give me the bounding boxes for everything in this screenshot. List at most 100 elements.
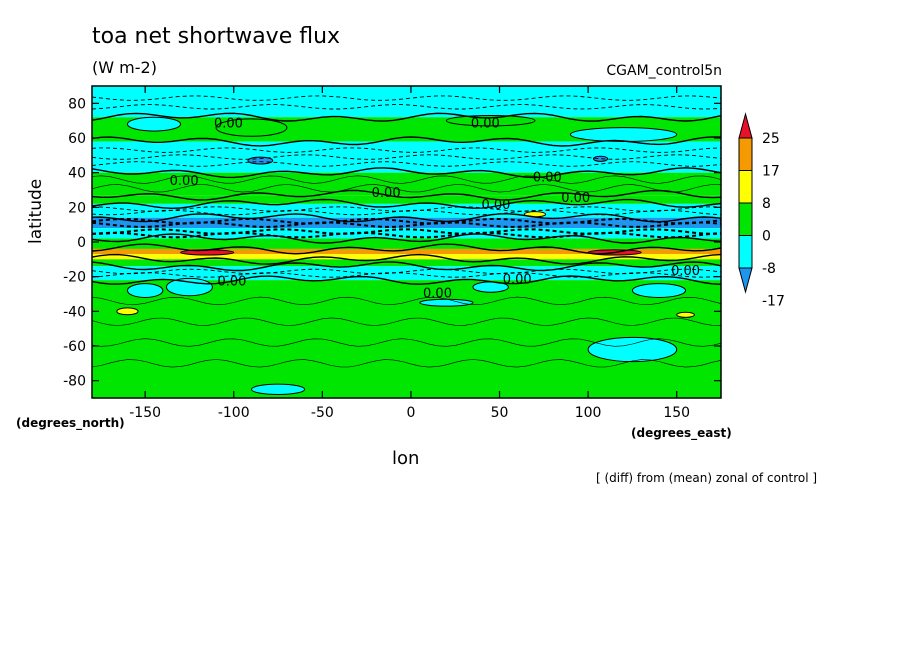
contour-thin-1 (92, 317, 721, 326)
colorbar-label-0: 25 (762, 131, 780, 147)
y-tick-label-8: 80 (68, 96, 86, 112)
contour-thin-5 (92, 175, 721, 184)
x-tick-label-0: -150 (129, 405, 161, 421)
y-tick-label-6: 40 (68, 166, 86, 182)
patch-15 (116, 307, 139, 316)
colorbar-box-1 (738, 137, 753, 171)
colorbar-label-5: -17 (762, 294, 785, 310)
patch-3 (569, 127, 678, 142)
x-tick-label-2: -50 (311, 405, 334, 421)
contour-label-4: 0.00 (533, 170, 562, 185)
colorbar-top-arrow (738, 112, 753, 139)
patch-9 (165, 277, 213, 297)
patch-1 (215, 118, 288, 137)
x-tick-label-1: -100 (218, 405, 250, 421)
contour-label-9: 0.00 (503, 273, 532, 288)
x-axis: -150 -100 -50 0 50 100 150 (129, 86, 690, 421)
x-tick-label-3: 0 (406, 405, 415, 421)
patch-14 (250, 383, 306, 396)
x-tick-label-5: 100 (575, 405, 602, 421)
contour-lines (92, 95, 721, 368)
contour-dashed-3 (92, 154, 721, 160)
contour-label-10: 0.00 (671, 264, 700, 279)
contour-label-2: 0.00 (170, 174, 199, 189)
chart-title: toa net shortwave flux (92, 24, 341, 49)
y-axis-units: (degrees_north) (16, 416, 125, 430)
colorbar-label-1: 17 (762, 164, 780, 180)
colorbar-box-3 (738, 202, 753, 236)
band-11 (92, 259, 721, 267)
patch-2 (445, 114, 536, 127)
contour-dashed-1 (92, 104, 721, 110)
contour-solid-0 (92, 112, 721, 122)
y-axis: -80 -60 -40 -20 0 20 40 60 80 (63, 96, 721, 390)
band-0 (92, 86, 721, 118)
run-label: CGAM_control5n (606, 63, 722, 79)
patch-10 (126, 283, 164, 298)
patch-0 (126, 116, 182, 132)
y-tick-label-3: -20 (63, 270, 86, 286)
x-tick-label-6: 150 (663, 405, 690, 421)
patch-5 (592, 155, 609, 162)
contour-solid-10 (92, 275, 721, 285)
contour-labels: 0.00 0.00 0.00 0.00 0.00 0.00 0.00 0.00 0.00 0.00… (170, 117, 700, 302)
field-fills (92, 86, 721, 398)
contour-dashed-12 (92, 272, 721, 278)
colorbar: 25 17 8 0 -8 -17 (738, 112, 785, 310)
band-7 (92, 228, 721, 239)
colorbar-box-2 (738, 170, 753, 204)
contour-dashed-0 (92, 95, 721, 101)
contour-thin-0 (92, 296, 721, 306)
contour-solid-7 (92, 243, 721, 255)
contour-dashed-10 (92, 231, 721, 239)
band-6 (92, 217, 721, 229)
band-3 (92, 172, 721, 196)
patch-16 (676, 311, 695, 318)
contour-label-6: 0.00 (482, 198, 511, 213)
y-tick-label-0: -80 (63, 374, 86, 390)
contour-dashed-4 (92, 161, 721, 167)
y-tick-label-5: 20 (68, 200, 86, 216)
x-axis-label: lon (392, 448, 420, 469)
colorbar-box-4 (738, 235, 753, 269)
y-tick-label-1: -60 (63, 339, 86, 355)
patch-11 (631, 283, 687, 298)
contour-label-5: 0.00 (561, 191, 590, 206)
contour-dashed-8 (92, 221, 721, 228)
band-2 (92, 141, 721, 173)
band-8 (92, 238, 721, 249)
contour-solid-4 (92, 198, 721, 210)
contour-dashed-11 (92, 268, 721, 275)
contour-label-3: 0.00 (372, 186, 401, 201)
colorbar-label-3: 0 (762, 229, 771, 245)
contour-solid-8 (92, 253, 721, 265)
y-tick-label-4: 0 (77, 235, 86, 251)
contour-dashed-2 (92, 147, 721, 153)
contour-label-8: 0.00 (423, 286, 452, 301)
contour-label-7: 0.00 (217, 274, 246, 289)
contour-label-1: 0.00 (471, 117, 500, 132)
contour-label-0: 0.00 (214, 117, 243, 132)
contour-solid-9 (92, 261, 721, 272)
y-tick-label-2: -40 (63, 304, 86, 320)
contour-thin-2 (92, 338, 721, 347)
band-9 (92, 248, 721, 255)
patch-13 (587, 336, 678, 363)
x-axis-units: (degrees_east) (631, 426, 732, 440)
colorbar-label-2: 8 (762, 196, 771, 212)
colorbar-bottom-arrow (738, 267, 753, 294)
contour-thin-3 (92, 359, 721, 368)
chart-units: (W m-2) (92, 58, 157, 77)
band-4 (92, 195, 721, 204)
x-tick-label-4: 50 (491, 405, 509, 421)
contour-dashed-6 (92, 209, 721, 216)
colorbar-label-4: -8 (762, 261, 776, 277)
contour-dashed-5 (92, 206, 721, 212)
contour-solid-3 (92, 189, 721, 201)
y-tick-label-7: 60 (68, 131, 86, 147)
contour-solid-5 (92, 213, 721, 223)
contour-solid-2 (92, 167, 721, 179)
footnote: [ (diff) from (mean) zonal of control ] (596, 471, 818, 485)
band-10 (92, 254, 721, 260)
